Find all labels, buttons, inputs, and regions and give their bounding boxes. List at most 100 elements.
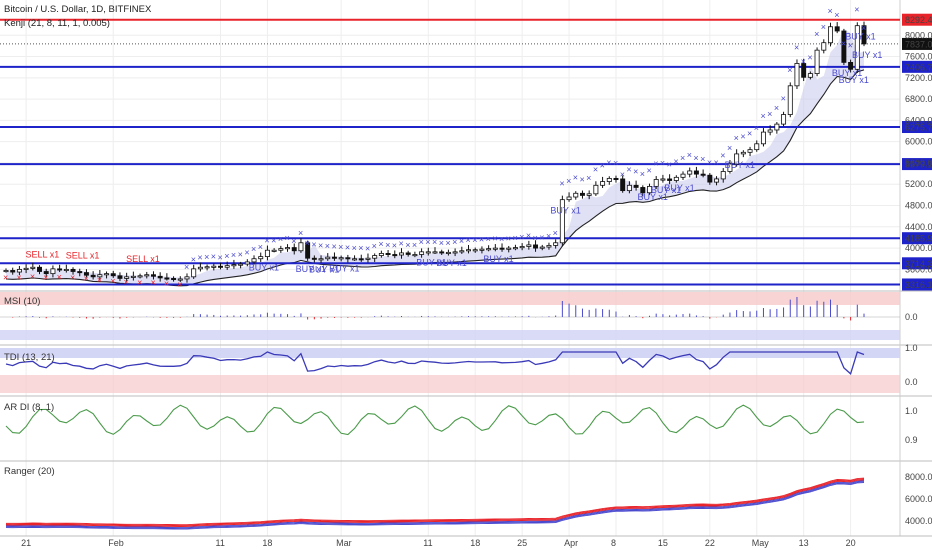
sar-marker: ×: [184, 262, 189, 272]
sar-marker: ×: [593, 164, 598, 174]
sar-marker: ×: [352, 243, 357, 253]
buy-label: BUY x1: [651, 185, 681, 195]
price-tick: 7600.0: [905, 52, 932, 62]
sar-marker: ×: [405, 240, 410, 250]
sar-marker: ×: [647, 165, 652, 175]
candle-body: [365, 257, 371, 260]
candle-body: [184, 276, 190, 280]
candle-body: [459, 250, 465, 253]
price-tick: 4000.0: [905, 243, 932, 253]
msi-upper-zone: [0, 292, 900, 305]
sar-marker: ×: [720, 151, 725, 161]
sar-marker: ×: [278, 234, 283, 244]
candle-body: [258, 256, 264, 260]
last-price-bg: [902, 37, 932, 50]
sar-marker: ×: [385, 240, 390, 250]
candle-body: [23, 267, 29, 270]
sar-marker: ×: [633, 166, 638, 176]
sar-markers: × × × × × × × × × × × × × ××× × × × × × × × × × ×× × × × ××× × × × × × × ×…: [3, 5, 866, 290]
sar-marker: ×: [150, 278, 155, 288]
sar-marker: ×: [432, 237, 437, 247]
time-tick: 13: [799, 538, 809, 548]
candle-body: [117, 275, 123, 279]
sar-marker: ×: [218, 253, 223, 263]
candle-body: [647, 185, 652, 194]
sar-marker: ×: [177, 279, 182, 289]
candle-body: [399, 252, 404, 256]
candle-body: [238, 263, 244, 266]
level-label-bg: [902, 13, 932, 26]
candle-body: [50, 268, 56, 275]
sar-marker: ×: [519, 232, 524, 242]
candle-body: [626, 184, 632, 192]
sar-marker: ×: [211, 252, 216, 262]
candle-body: [794, 63, 800, 87]
price-tick: 5200.0: [905, 179, 932, 189]
time-axis[interactable]: 21 Feb 11 18 Mar 11 18 25 Apr 8 15 22 May 13 20: [0, 535, 932, 548]
sar-marker: ×: [392, 240, 397, 250]
candle-body: [331, 256, 337, 259]
candle-body: [546, 245, 552, 248]
candle-body: [526, 244, 532, 247]
sar-marker: ×: [539, 232, 544, 242]
tdi-tick: 1.0: [905, 343, 918, 353]
price-tick: 4400.0: [905, 222, 932, 232]
time-tick: 22: [705, 538, 715, 548]
candle-body: [660, 178, 666, 181]
sar-marker: ×: [445, 238, 450, 248]
candle-body: [499, 247, 505, 250]
candle-body: [37, 266, 42, 272]
time-tick: 15: [658, 538, 668, 548]
sar-marker: ×: [673, 156, 678, 166]
sar-marker: ×: [613, 158, 618, 168]
candle-body: [861, 25, 867, 45]
sar-marker: ×: [620, 170, 625, 180]
sar-marker: ×: [740, 131, 745, 141]
candle-body: [579, 192, 585, 196]
ranger-line: [5, 479, 865, 527]
price-tick: 6400.0: [905, 115, 932, 125]
buy-label: BUY x1: [329, 264, 359, 274]
candle-body: [130, 275, 136, 278]
sar-marker: ×: [331, 242, 336, 252]
sar-marker: ×: [734, 133, 739, 143]
candle-body: [566, 196, 572, 201]
price-tick: 7200.0: [905, 73, 932, 83]
candle-body: [419, 251, 425, 255]
sar-marker: ×: [821, 22, 826, 32]
price-axis[interactable]: 8000.0 7600.0 7200.0 6800.0 6400.0 6000.0 5600…: [905, 30, 932, 274]
sar-marker: ×: [774, 103, 779, 113]
sar-marker: ×: [164, 279, 169, 289]
candle-body: [204, 266, 210, 269]
candle-body: [298, 242, 304, 252]
candle-body: [271, 249, 277, 252]
candle-body: [801, 63, 807, 78]
sar-marker: ×: [325, 241, 330, 251]
candle-body: [573, 192, 579, 198]
sell-label: SELL x1: [26, 250, 60, 260]
candle-body: [432, 251, 438, 254]
candle-body: [714, 178, 720, 183]
candle-body: [318, 258, 324, 261]
tdi-line: [5, 351, 865, 375]
candle-body: [593, 184, 599, 195]
sar-marker: ×: [3, 272, 8, 282]
candle-body: [63, 268, 69, 271]
buy-label: BUY x1: [664, 183, 694, 193]
level-label: 3316.1: [905, 280, 932, 290]
buy-label: BUY x1: [852, 50, 882, 60]
candle-body: [680, 173, 686, 178]
sar-marker: ×: [586, 173, 591, 183]
ranger-tick: 4000.0: [905, 516, 932, 526]
sar-marker: ×: [285, 233, 290, 243]
candle-body: [747, 149, 753, 153]
candle-body: [378, 253, 384, 256]
candle-body: [10, 270, 16, 273]
sar-marker: ×: [318, 240, 323, 250]
candle-body: [834, 26, 840, 32]
ranger-pane: 8000.0 6000.0 4000.0: [5, 472, 932, 530]
candle-body: [211, 265, 217, 268]
buy-label: BUY x1: [845, 32, 875, 42]
buy-label: BUY x1: [839, 75, 869, 85]
candle-body: [633, 184, 639, 188]
